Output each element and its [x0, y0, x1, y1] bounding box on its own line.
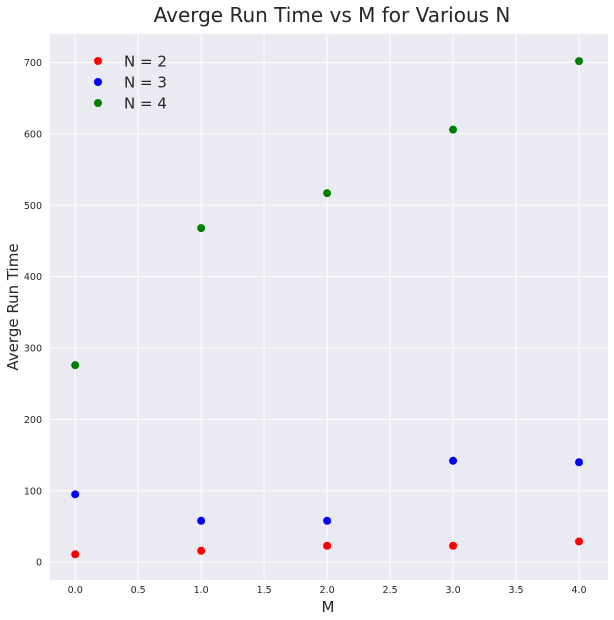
- data-point-n4: [449, 125, 458, 134]
- y-tick-label: 400: [24, 272, 42, 283]
- legend-marker: [94, 99, 102, 107]
- data-point-n4: [575, 57, 584, 66]
- data-point-n4: [323, 189, 332, 198]
- legend-label: N = 3: [124, 74, 167, 92]
- grid-lines: [50, 34, 608, 580]
- data-point-n4: [71, 361, 80, 370]
- data-point-n2: [71, 550, 80, 559]
- legend-marker: [94, 57, 102, 65]
- data-point-n3: [323, 516, 332, 525]
- x-tick-label: 4.0: [571, 585, 586, 596]
- y-tick-label: 700: [24, 58, 42, 69]
- x-tick-label: 3.0: [446, 585, 461, 596]
- y-tick-labels: 0 100 200 300 400 500 600 700: [24, 58, 42, 569]
- data-point-n2: [323, 541, 332, 550]
- x-tick-label: 0.0: [68, 585, 83, 596]
- x-axis-label: M: [322, 598, 335, 616]
- legend-label: N = 2: [124, 53, 167, 71]
- legend-label: N = 4: [124, 95, 167, 113]
- chart-title: Averge Run Time vs M for Various N: [154, 3, 511, 27]
- x-tick-label: 1.5: [257, 585, 272, 596]
- y-tick-label: 300: [24, 344, 42, 355]
- y-tick-label: 600: [24, 129, 42, 140]
- data-point-n3: [575, 458, 584, 467]
- data-point-n3: [71, 490, 80, 499]
- y-tick-label: 100: [24, 486, 42, 497]
- y-tick-label: 0: [36, 558, 42, 569]
- x-tick-label: 3.5: [508, 585, 523, 596]
- data-point-n3: [449, 456, 458, 465]
- data-points: [71, 57, 584, 559]
- legend-marker: [94, 78, 102, 86]
- legend: N = 2 N = 3 N = 4: [94, 53, 167, 113]
- data-point-n4: [197, 224, 206, 233]
- data-point-n2: [575, 537, 584, 546]
- x-tick-label: 1.0: [194, 585, 209, 596]
- data-point-n2: [197, 546, 206, 555]
- data-point-n2: [449, 541, 458, 550]
- x-tick-label: 2.0: [320, 585, 335, 596]
- x-tick-label: 2.5: [383, 585, 398, 596]
- y-tick-label: 500: [24, 201, 42, 212]
- x-tick-label: 0.5: [131, 585, 146, 596]
- x-tick-labels: 0.0 0.5 1.0 1.5 2.0 2.5 3.0 3.5 4.0: [68, 585, 587, 596]
- plot-area: [50, 34, 608, 580]
- y-tick-label: 200: [24, 415, 42, 426]
- data-point-n3: [197, 516, 206, 525]
- y-axis-label: Averge Run Time: [4, 243, 22, 370]
